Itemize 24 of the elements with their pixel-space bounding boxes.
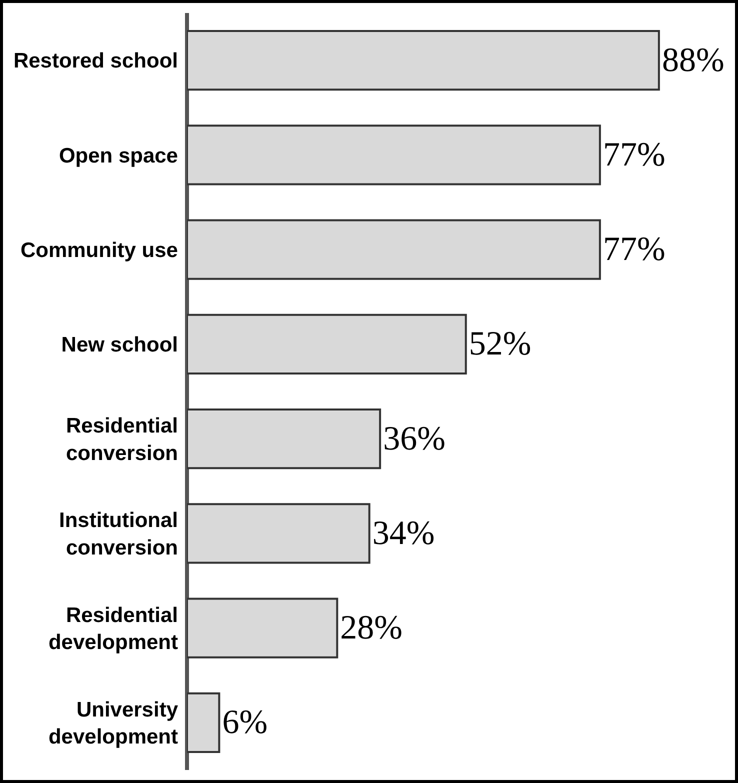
bar: [187, 30, 660, 91]
data-label: 6%: [222, 704, 268, 742]
data-label: 88%: [662, 42, 724, 79]
data-label: 77%: [602, 136, 666, 174]
y-tick-label: Open space: [58, 144, 178, 168]
bar: [187, 314, 467, 375]
data-label: 77%: [602, 231, 666, 268]
data-label: 36%: [383, 420, 446, 458]
y-tick-label: Institutional conversion: [59, 509, 178, 560]
y-tick-label: New school: [61, 334, 178, 357]
y-tick-label: Residential conversion: [66, 414, 178, 465]
bar: [187, 692, 220, 754]
data-label: 28%: [340, 610, 402, 647]
bar: [187, 503, 370, 564]
y-tick-label: Residential development: [48, 604, 178, 654]
data-label: 34%: [372, 514, 435, 552]
bar: [187, 408, 382, 470]
bar: [187, 598, 338, 658]
data-label: 52%: [468, 326, 532, 363]
y-tick-label: University development: [48, 698, 178, 749]
bar: [187, 219, 601, 280]
bar: [187, 124, 601, 186]
y-tick-label: Community use: [20, 238, 178, 262]
y-tick-label: Restored school: [13, 50, 178, 73]
